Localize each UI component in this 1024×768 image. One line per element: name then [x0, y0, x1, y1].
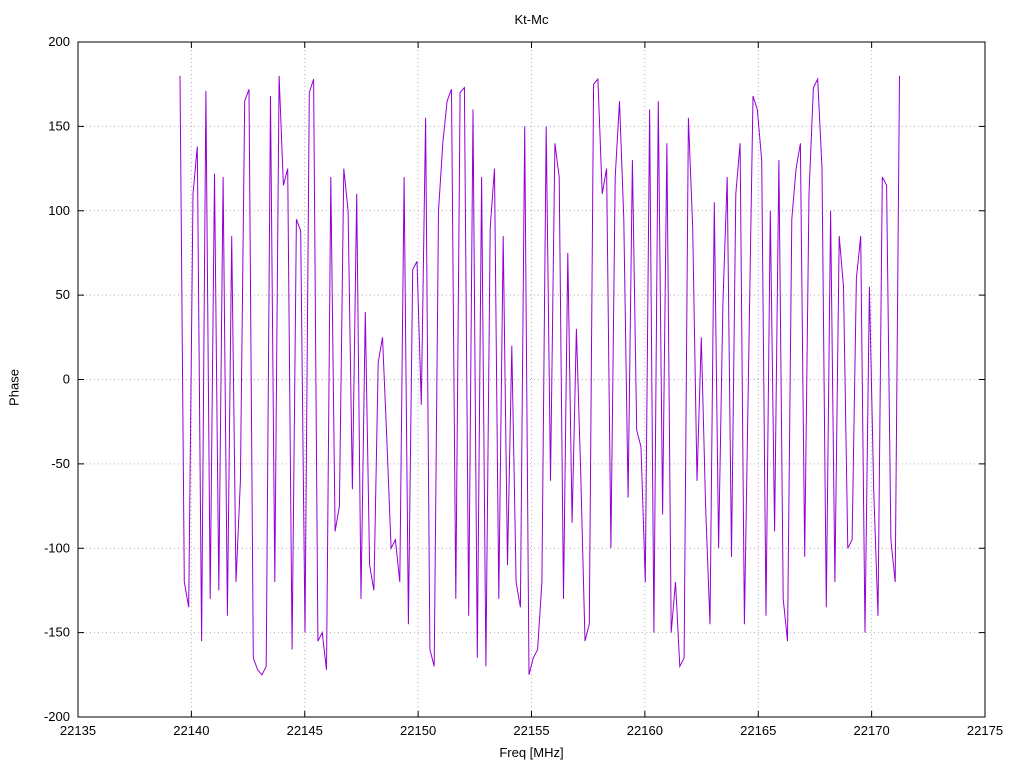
x-tick-label: 22150: [400, 723, 436, 738]
y-axis-label: Phase: [6, 369, 22, 406]
x-tick-label: 22140: [173, 723, 209, 738]
y-tick-label: -50: [51, 456, 70, 471]
x-tick-label: 22175: [967, 723, 1003, 738]
chart-title: Kt-Mc: [514, 12, 549, 27]
x-tick-label: 22155: [513, 723, 549, 738]
y-tick-label: -150: [44, 625, 70, 640]
x-tick-label: 22170: [854, 723, 890, 738]
phase-line: [179, 75, 900, 676]
y-tick-label: 200: [48, 34, 70, 49]
y-tick-label: -100: [44, 540, 70, 555]
x-tick-label: 22165: [740, 723, 776, 738]
x-axis-label: Freq [MHz]: [499, 745, 564, 760]
x-tick-label: 22135: [60, 723, 96, 738]
y-tick-label: -200: [44, 709, 70, 724]
y-tick-label: 0: [63, 372, 70, 387]
y-tick-label: 150: [48, 118, 70, 133]
x-tick-label: 22145: [287, 723, 323, 738]
y-tick-label: 50: [56, 287, 70, 302]
y-tick-label: 100: [48, 203, 70, 218]
x-tick-label: 22160: [627, 723, 663, 738]
